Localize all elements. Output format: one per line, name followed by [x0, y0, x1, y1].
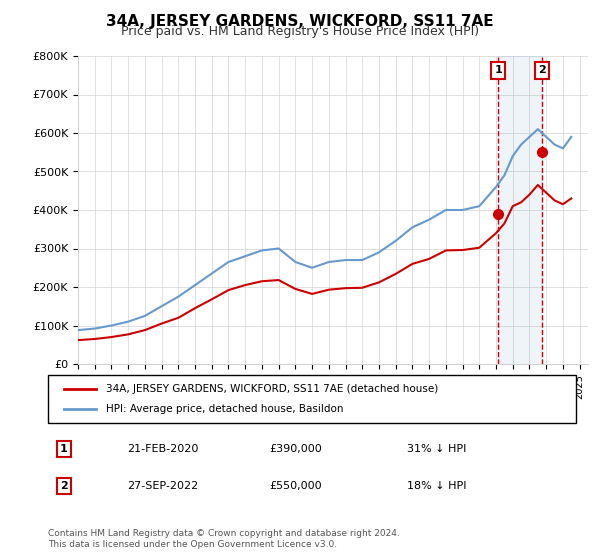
Text: 18% ↓ HPI: 18% ↓ HPI [407, 481, 467, 491]
Text: 2: 2 [60, 481, 68, 491]
Text: 1: 1 [60, 444, 68, 454]
Text: 34A, JERSEY GARDENS, WICKFORD, SS11 7AE: 34A, JERSEY GARDENS, WICKFORD, SS11 7AE [106, 14, 494, 29]
Text: Contains HM Land Registry data © Crown copyright and database right 2024.
This d: Contains HM Land Registry data © Crown c… [48, 529, 400, 549]
Text: HPI: Average price, detached house, Basildon: HPI: Average price, detached house, Basi… [106, 404, 344, 414]
Text: Price paid vs. HM Land Registry's House Price Index (HPI): Price paid vs. HM Land Registry's House … [121, 25, 479, 38]
Bar [498, 56, 542, 364]
Text: 31% ↓ HPI: 31% ↓ HPI [407, 444, 466, 454]
Text: 34A, JERSEY GARDENS, WICKFORD, SS11 7AE (detached house): 34A, JERSEY GARDENS, WICKFORD, SS11 7AE … [106, 384, 439, 394]
Text: 2: 2 [538, 65, 546, 75]
FancyBboxPatch shape [48, 375, 576, 423]
Text: 1: 1 [494, 65, 502, 75]
Text: £550,000: £550,000 [270, 481, 322, 491]
Text: 21-FEB-2020: 21-FEB-2020 [127, 444, 199, 454]
Text: 27-SEP-2022: 27-SEP-2022 [127, 481, 199, 491]
Text: £390,000: £390,000 [270, 444, 323, 454]
